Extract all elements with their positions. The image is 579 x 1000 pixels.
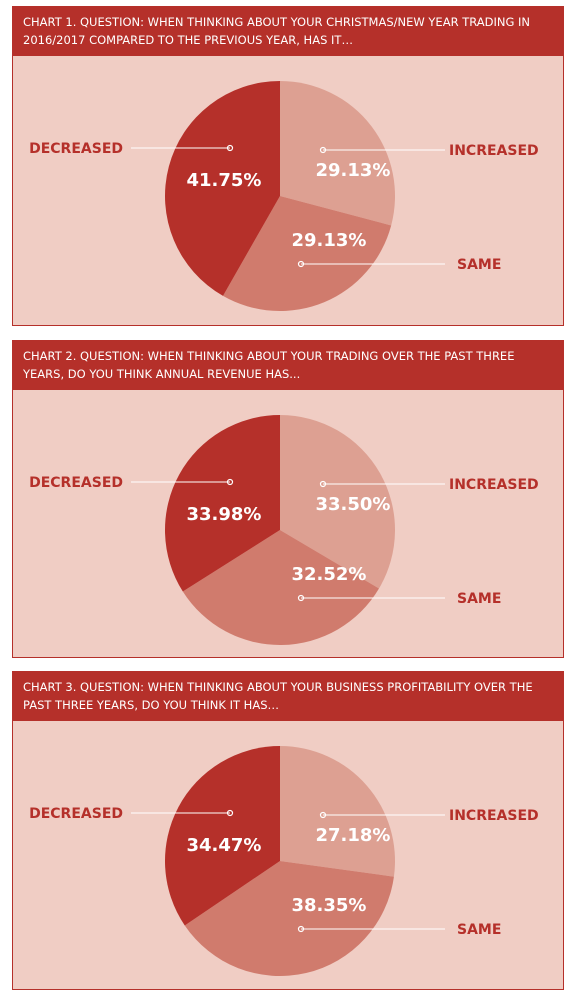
leader-dot-same [297,925,305,933]
data-label-increased: 33.50% [316,494,391,515]
pie-slice-same [182,530,379,646]
chart-title: CHART 2. QUESTION: WHEN THINKING ABOUT Y… [13,341,563,390]
category-label-decreased: DECREASED [29,806,123,822]
category-label-increased: INCREASED [449,477,539,493]
leader-dot-same [297,260,305,268]
data-label-increased: 29.13% [316,160,391,181]
pie-slices [164,80,396,312]
chart-area: 29.13% INCREASED 29.13% SAME 41.75% DECREASED [13,56,563,325]
data-label-same: 38.35% [292,895,367,916]
pie-chart-1: 29.13% INCREASED 29.13% SAME 41.75% DECREASED [29,80,539,312]
leader-dot-increased [319,146,327,154]
data-label-decreased: 41.75% [187,170,262,191]
chart-title: CHART 1. QUESTION: WHEN THINKING ABOUT Y… [13,7,563,56]
pie-slice-increased [280,746,395,877]
leader-dot-decreased [226,478,234,486]
leader-dot-increased [319,811,327,819]
pie-slice-same [223,196,392,312]
chart-area: 27.18% INCREASED 38.35% SAME 34.47% DECREASED [13,721,563,989]
leader-dot-decreased [226,809,234,817]
category-label-same: SAME [457,922,501,938]
data-label-same: 29.13% [292,230,367,251]
chart-panel-2: CHART 2. QUESTION: WHEN THINKING ABOUT Y… [12,340,564,658]
data-label-same: 32.52% [292,564,367,585]
pie-slices [164,746,395,977]
leader-dot-increased [319,480,327,488]
category-label-same: SAME [457,591,501,607]
pie-slice-same [184,861,394,977]
chart-panel-1: CHART 1. QUESTION: WHEN THINKING ABOUT Y… [12,6,564,326]
chart-title: CHART 3. QUESTION: WHEN THINKING ABOUT Y… [13,672,563,721]
pie-slice-increased [280,81,396,226]
pie-slice-increased [280,415,396,589]
leader-dot-decreased [226,144,234,152]
data-label-increased: 27.18% [316,825,391,846]
leader-dot-same [297,594,305,602]
pie-chart-3: 27.18% INCREASED 38.35% SAME 34.47% DECREASED [29,746,539,977]
category-label-increased: INCREASED [449,808,539,824]
category-label-same: SAME [457,257,501,273]
pie-slices [164,415,396,646]
category-label-decreased: DECREASED [29,141,123,157]
pie-chart-2: 33.50% INCREASED 32.52% SAME 33.98% DECREASED [29,415,539,646]
pie-slice-decreased [164,415,280,592]
chart-area: 33.50% INCREASED 32.52% SAME 33.98% DECREASED [13,390,563,657]
data-label-decreased: 33.98% [187,504,262,525]
category-label-increased: INCREASED [449,143,539,159]
data-label-decreased: 34.47% [187,835,262,856]
pie-slice-decreased [164,80,280,296]
category-label-decreased: DECREASED [29,475,123,491]
chart-panel-3: CHART 3. QUESTION: WHEN THINKING ABOUT Y… [12,671,564,990]
pie-slice-decreased [164,746,280,926]
